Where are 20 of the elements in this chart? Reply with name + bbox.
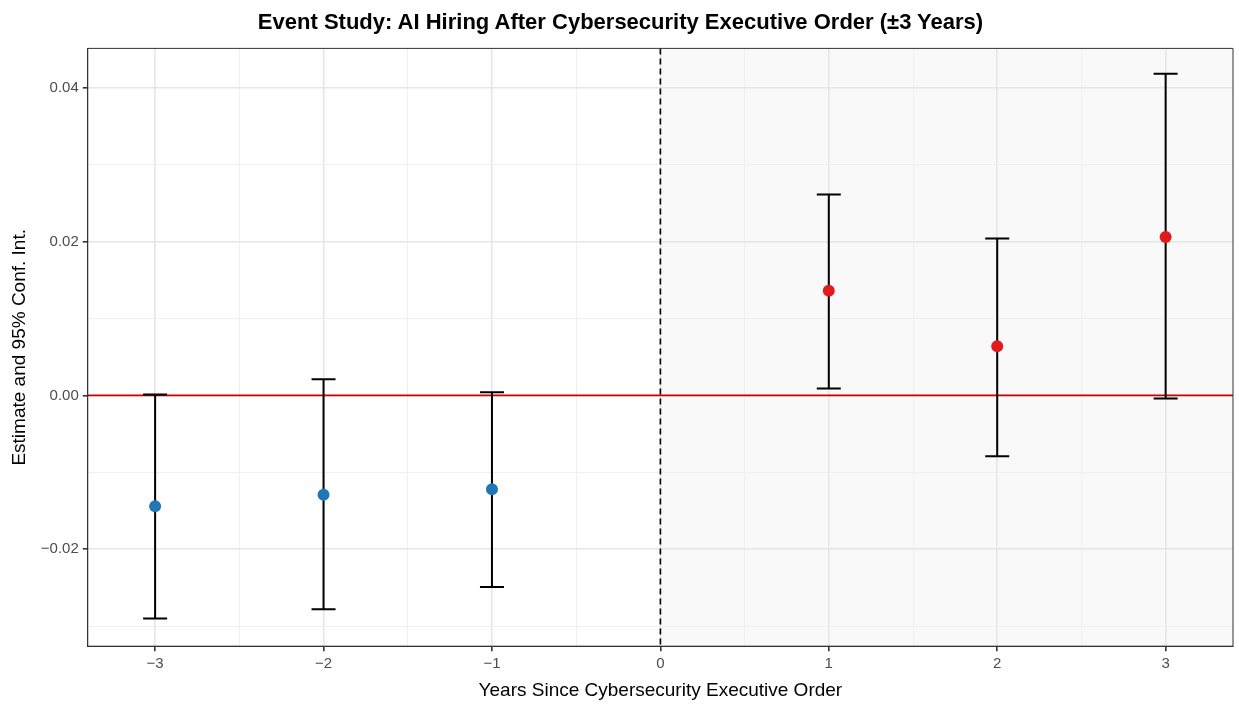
- y-tick-label: 0.00: [49, 385, 79, 403]
- x-tick-label: −3: [146, 654, 164, 672]
- x-tick-label: 3: [1161, 654, 1170, 672]
- y-axis-title: Estimate and 95% Conf. Int.: [7, 229, 29, 466]
- y-tick-label: −0.02: [40, 539, 79, 557]
- x-tick-label: 0: [656, 654, 665, 672]
- x-tick-label: 2: [993, 654, 1002, 672]
- y-tick-label: 0.02: [49, 231, 79, 249]
- point: [317, 488, 330, 501]
- point: [991, 340, 1004, 353]
- chart-title: Event Study: AI Hiring After Cybersecurity Executive Order (±3 Years): [257, 9, 984, 35]
- x-tick-label: −1: [483, 654, 501, 672]
- point: [822, 284, 835, 297]
- x-tick-label: −2: [314, 654, 333, 672]
- point: [485, 483, 498, 496]
- point: [1159, 230, 1172, 243]
- point: [149, 500, 162, 513]
- y-tick-label: 0.04: [49, 77, 79, 95]
- x-axis-title: Years Since Cybersecurity Executive Order: [478, 678, 843, 700]
- x-tick-label: 1: [824, 654, 833, 672]
